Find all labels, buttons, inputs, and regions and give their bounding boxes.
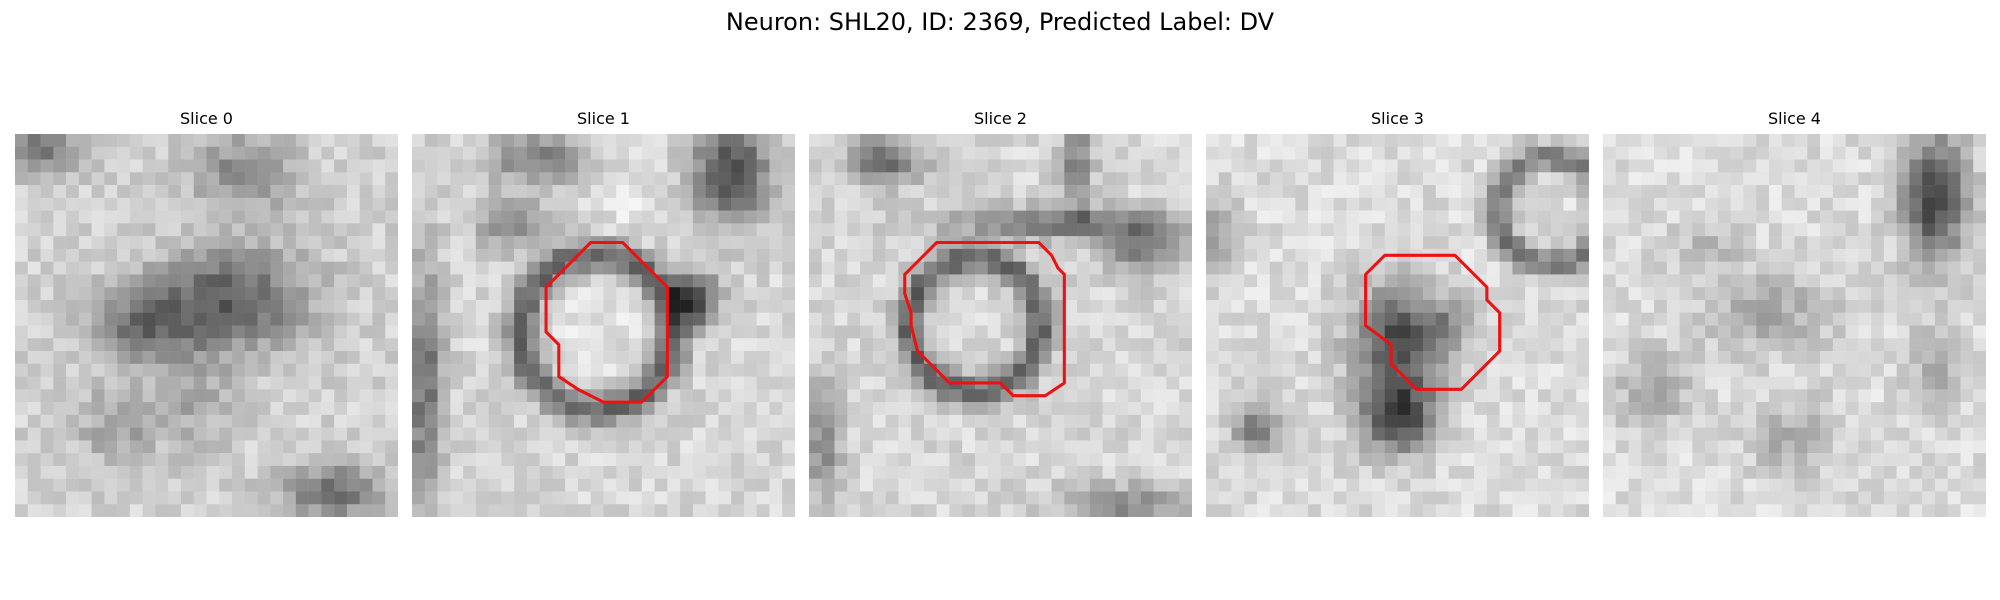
panel-title: Slice 4	[1768, 109, 1821, 128]
panel-title: Slice 2	[974, 109, 1027, 128]
panel-title: Slice 3	[1371, 109, 1424, 128]
microscopy-image	[1206, 134, 1589, 517]
microscopy-image	[412, 134, 795, 517]
figure-title: Neuron: SHL20, ID: 2369, Predicted Label…	[725, 8, 1275, 36]
segmentation-contour	[544, 240, 669, 404]
microscopy-image	[15, 134, 398, 517]
segmentation-contour	[903, 240, 1066, 398]
panel-slice-4: Slice 4	[1603, 108, 1986, 518]
panel-title: Slice 1	[577, 109, 630, 128]
panel-slice-3: Slice 3	[1206, 108, 1589, 518]
microscopy-image	[1603, 134, 1986, 517]
panel-title: Slice 0	[180, 109, 233, 128]
panel-slice-2: Slice 2	[809, 108, 1192, 518]
microscopy-image	[809, 134, 1192, 517]
segmentation-contour	[1364, 253, 1502, 391]
panel-slice-1: Slice 1	[412, 108, 795, 518]
panel-slice-0: Slice 0	[15, 108, 398, 518]
